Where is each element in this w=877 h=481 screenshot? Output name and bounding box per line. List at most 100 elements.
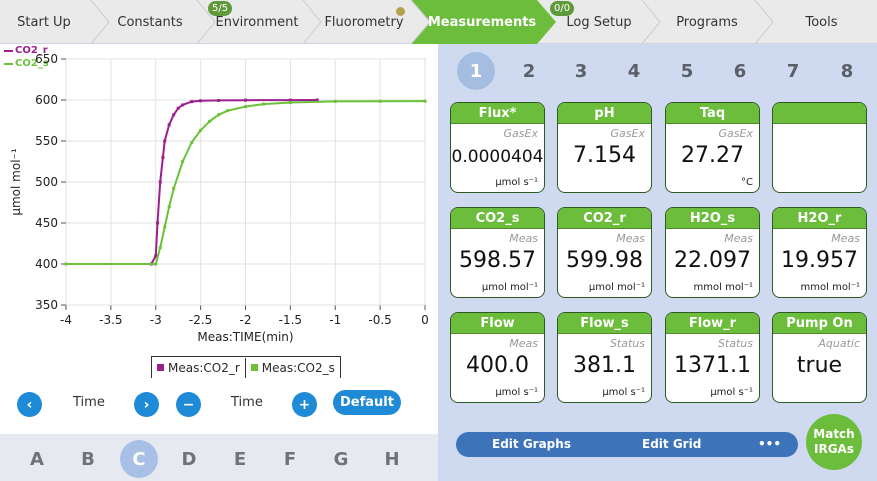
- tile-label: CO2_r: [558, 208, 651, 229]
- match-irgas-button[interactable]: Match IRGAs: [806, 414, 862, 470]
- graph-letter-f[interactable]: F: [283, 448, 297, 470]
- series-legend-co2s[interactable]: Meas:CO2_s: [244, 357, 340, 378]
- y-tick-label: 600: [35, 93, 58, 107]
- grid-page-4[interactable]: 4: [627, 60, 641, 82]
- tile-unit: °C: [741, 177, 753, 188]
- tile-value: true: [796, 353, 843, 378]
- x-tick-label: -3: [150, 313, 162, 327]
- match-label-line1: Match: [813, 427, 855, 441]
- tile-group: GasEx: [610, 127, 645, 140]
- graph-letter-d[interactable]: D: [181, 448, 197, 470]
- graph-letter-e[interactable]: E: [233, 448, 247, 470]
- tab-constants[interactable]: Constants: [100, 0, 200, 44]
- data-point-co2r: [176, 106, 180, 110]
- tab-label: Measurements: [427, 14, 537, 30]
- tab-programs[interactable]: Programs: [654, 0, 760, 44]
- grid-page-8[interactable]: 8: [840, 60, 854, 82]
- graph-letter-h[interactable]: H: [384, 448, 400, 470]
- default-button[interactable]: Default: [333, 390, 401, 415]
- tile-value: 1371.1: [674, 353, 751, 378]
- tab-tools[interactable]: Tools: [766, 0, 877, 44]
- y-minus-button[interactable]: −: [176, 392, 201, 417]
- data-point-co2r: [244, 98, 247, 102]
- data-point-co2r: [154, 254, 158, 258]
- more-options-icon[interactable]: •••: [758, 437, 782, 451]
- legend-square-icon: [157, 364, 164, 371]
- tile-co2-s[interactable]: CO2_s Meas 598.57 µmol mol⁻¹: [450, 207, 545, 298]
- x-tick-label: -0.5: [368, 313, 391, 327]
- tile-h2o-r[interactable]: H2O_r Meas 19.957 mmol mol⁻¹: [772, 207, 867, 298]
- graph-letter-a[interactable]: A: [30, 448, 44, 470]
- legend-label: CO2_s: [15, 58, 49, 69]
- graph-letter-b[interactable]: B: [81, 448, 95, 470]
- data-point-co2s: [378, 99, 382, 103]
- tile-group: Aquatic: [818, 337, 860, 350]
- data-point-co2r: [172, 113, 176, 117]
- tile-flux[interactable]: Flux* GasEx 0.0000404 µmol s⁻¹: [450, 102, 545, 193]
- tile-h2o-s[interactable]: H2O_s Meas 22.097 mmol mol⁻¹: [665, 207, 760, 298]
- legend-label: Meas:CO2_r: [168, 360, 240, 375]
- log-setup-badge: 0/0: [550, 1, 575, 16]
- x-tick-label: -2: [240, 313, 252, 327]
- grid-page-2[interactable]: 2: [522, 60, 536, 82]
- tile-unit: µmol mol⁻¹: [481, 282, 538, 293]
- tile-co2-r[interactable]: CO2_r Meas 599.98 µmol mol⁻¹: [557, 207, 652, 298]
- graph-letter-g[interactable]: G: [333, 448, 349, 470]
- data-point-co2s: [158, 246, 162, 250]
- tile-group: GasEx: [503, 127, 538, 140]
- tile-flow[interactable]: Flow Meas 400.0 µmol s⁻¹: [450, 312, 545, 403]
- series-legend-co2r[interactable]: Meas:CO2_r: [152, 358, 245, 378]
- tile-flow-s[interactable]: Flow_s Status 381.1 µmol s⁻¹: [557, 312, 652, 403]
- legend-label: CO2_r: [15, 45, 48, 56]
- x-tick-label: -3.5: [99, 313, 122, 327]
- tab-environment[interactable]: Environment: [206, 0, 308, 44]
- co2-line-chart[interactable]: -4 -3.5 -3 -2.5 -2 -1.5 -1 -0.5 0 350 400 450 500 550…: [0, 44, 438, 384]
- tile-taq[interactable]: Taq GasEx 27.27 °C: [665, 102, 760, 193]
- data-point-co2r: [288, 98, 292, 102]
- tile-group: Meas: [831, 232, 860, 245]
- tab-start-up[interactable]: Start Up: [0, 0, 88, 44]
- grid-page-3[interactable]: 3: [574, 60, 588, 82]
- tile-label: Flow_r: [666, 313, 759, 334]
- grid-page-6[interactable]: 6: [733, 60, 747, 82]
- tile-ph[interactable]: pH GasEx 7.154: [557, 102, 652, 193]
- y-axis-variable-label[interactable]: Time: [231, 395, 263, 410]
- tab-log-setup[interactable]: Log Setup: [548, 0, 650, 44]
- tile-flow-r[interactable]: Flow_r Status 1371.1 µmol s⁻¹: [665, 312, 760, 403]
- data-point-co2s: [244, 105, 247, 109]
- x-next-button[interactable]: ›: [134, 392, 159, 417]
- tile-label: [773, 103, 866, 124]
- x-prev-button[interactable]: ‹: [17, 392, 42, 417]
- tile-label: Flux*: [451, 103, 544, 124]
- tile-label: Flow: [451, 313, 544, 334]
- tile-value: 598.57: [459, 248, 536, 273]
- tile-empty[interactable]: [772, 102, 867, 193]
- edit-graphs-button[interactable]: Edit Graphs: [492, 437, 571, 451]
- grid-page-5[interactable]: 5: [680, 60, 694, 82]
- tab-label: Environment: [215, 14, 299, 30]
- graph-letter-c[interactable]: C: [120, 440, 158, 478]
- data-point-co2r: [156, 221, 160, 225]
- grid-page-1[interactable]: 1: [457, 52, 495, 90]
- data-point-co2s: [261, 102, 265, 106]
- x-tick-label: -2.5: [189, 313, 212, 327]
- legend-marker-icon: [4, 62, 13, 65]
- y-plus-button[interactable]: +: [292, 392, 317, 417]
- x-axis-variable-label[interactable]: Time: [73, 395, 105, 410]
- tab-label: Constants: [117, 14, 183, 30]
- grid-page-7[interactable]: 7: [786, 60, 800, 82]
- tile-group: Status: [717, 337, 753, 350]
- data-point-co2r: [217, 98, 221, 102]
- legend-marker-icon: [4, 49, 13, 52]
- y-tick-label: 450: [35, 216, 58, 230]
- x-tick-label: -1.5: [279, 313, 302, 327]
- tab-fluorometry[interactable]: Fluorometry: [312, 0, 416, 44]
- tile-unit: mmol mol⁻¹: [800, 282, 860, 293]
- edit-grid-button[interactable]: Edit Grid: [642, 437, 702, 451]
- tile-group: GasEx: [718, 127, 753, 140]
- tile-label: Flow_s: [558, 313, 651, 334]
- tab-measurements[interactable]: Measurements: [420, 0, 544, 44]
- x-axis-title: Meas:TIME(min): [197, 330, 293, 344]
- tab-label: Start Up: [17, 14, 71, 30]
- tile-pump-on[interactable]: Pump On Aquatic true: [772, 312, 867, 403]
